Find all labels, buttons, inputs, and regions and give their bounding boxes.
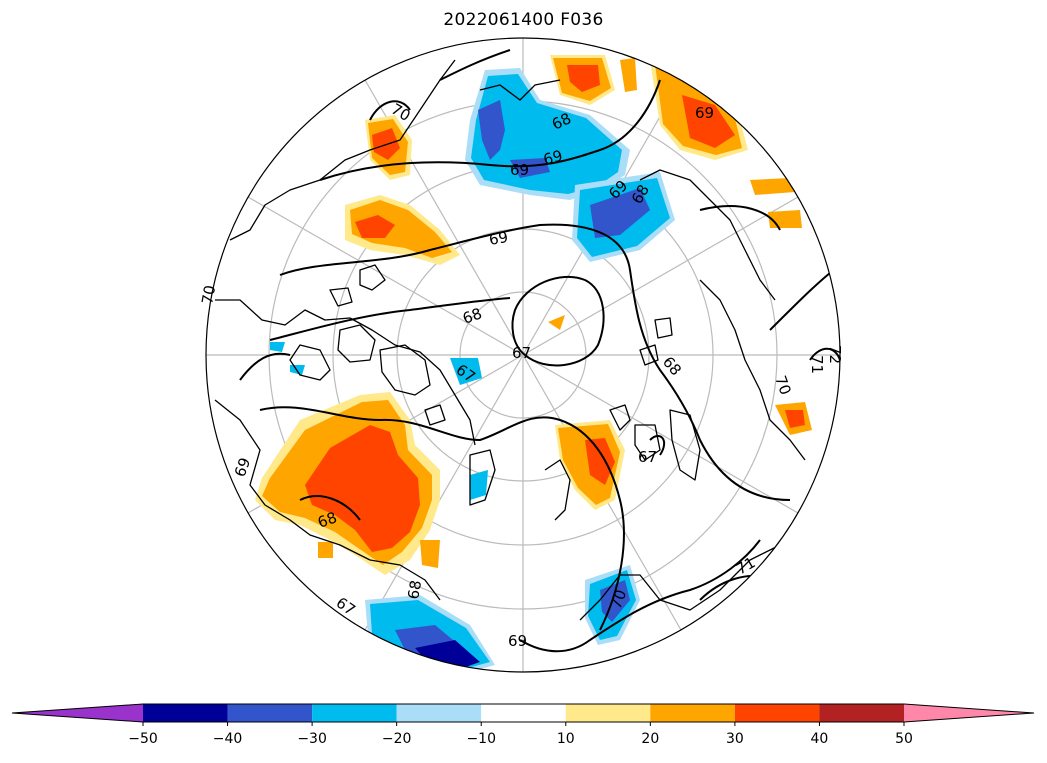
colorbar-ticks: −50 −40 −30 −20 −10 10 20 30 40 50 <box>128 722 913 747</box>
colorbar-tick-label: −40 <box>213 731 243 747</box>
colorbar-tick-label: −10 <box>466 731 496 747</box>
colorbar: −50 −40 −30 −20 −10 10 20 30 40 50 <box>11 703 1035 747</box>
contour-label: 71 <box>808 355 826 374</box>
contour-label: 69 <box>508 632 527 650</box>
warm-anomaly-region <box>548 315 565 330</box>
warm-anomaly-region <box>785 410 805 428</box>
colorbar-tick-label: −50 <box>128 731 158 747</box>
contour-label: 67 <box>333 594 359 620</box>
colorbar-segment <box>227 704 313 722</box>
contour-label: 69 <box>541 147 564 169</box>
contour-label: 69 <box>695 104 714 122</box>
contour-label: 68 <box>460 304 484 327</box>
colorbar-tick-label: −20 <box>382 731 412 747</box>
map-boundary <box>205 37 841 673</box>
cold-anomaly-region <box>450 358 482 385</box>
colorbar-extend-max <box>904 704 1034 722</box>
colorbar-segment <box>312 704 397 722</box>
contour-label: 67 <box>638 448 657 466</box>
colorbar-tick-label: 10 <box>557 731 575 747</box>
contour-label: 69 <box>231 455 254 479</box>
colorbar-tick-label: 30 <box>726 731 744 747</box>
warm-anomaly-region <box>305 425 420 552</box>
colorbar-segment <box>143 704 228 722</box>
cold-anomaly-region <box>590 188 650 238</box>
contour-label: 69 <box>510 161 529 179</box>
colorbar-tick-label: 20 <box>641 731 659 747</box>
warm-anomaly-region <box>750 178 795 195</box>
polar-map: 70 69 68 69 69 67 68 69 70 68 67 67 68 7… <box>198 37 844 673</box>
warm-anomaly-region <box>620 58 637 92</box>
contour-label: 72 <box>826 345 844 364</box>
colorbar-segment <box>565 704 651 722</box>
contour-label: 69 <box>488 228 510 249</box>
warm-anomaly-region <box>585 438 615 485</box>
warm-anomaly-region <box>567 65 600 92</box>
colorbar-tick-label: 40 <box>811 731 829 747</box>
contour-label: 68 <box>315 508 339 531</box>
cold-anomaly-region <box>510 158 550 178</box>
contour-label: 68 <box>404 579 425 601</box>
colorbar-segment <box>734 704 820 722</box>
warm-anomaly-region <box>318 542 333 558</box>
colorbar-extend-min <box>12 704 143 722</box>
colorbar-segments <box>11 703 1035 723</box>
warm-anomaly-region <box>768 210 802 228</box>
colorbar-segment <box>481 704 566 722</box>
warm-anomaly-region <box>682 95 735 148</box>
colorbar-segment <box>396 704 482 722</box>
anomaly-fills <box>255 55 812 672</box>
colorbar-tick-label: −30 <box>297 731 327 747</box>
warm-anomaly-region <box>420 540 440 568</box>
cold-anomaly-region <box>270 342 285 352</box>
contour-label: 70 <box>607 587 630 611</box>
cold-anomaly-region <box>478 100 505 160</box>
contour-label: 70 <box>771 373 794 397</box>
cold-anomaly-region <box>470 470 488 500</box>
colorbar-tick-label: 50 <box>895 731 913 747</box>
warm-anomaly-region <box>355 215 395 238</box>
contour-label: 70 <box>198 284 219 306</box>
colorbar-segment <box>650 704 735 722</box>
contour-label: 67 <box>512 344 531 362</box>
warm-anomaly-region <box>350 200 452 258</box>
map-title: 2022061400 F036 <box>443 10 604 30</box>
cold-anomaly-region <box>471 74 622 194</box>
cold-anomaly-region <box>290 365 305 375</box>
coastlines <box>214 59 806 621</box>
colorbar-segment <box>819 704 904 722</box>
